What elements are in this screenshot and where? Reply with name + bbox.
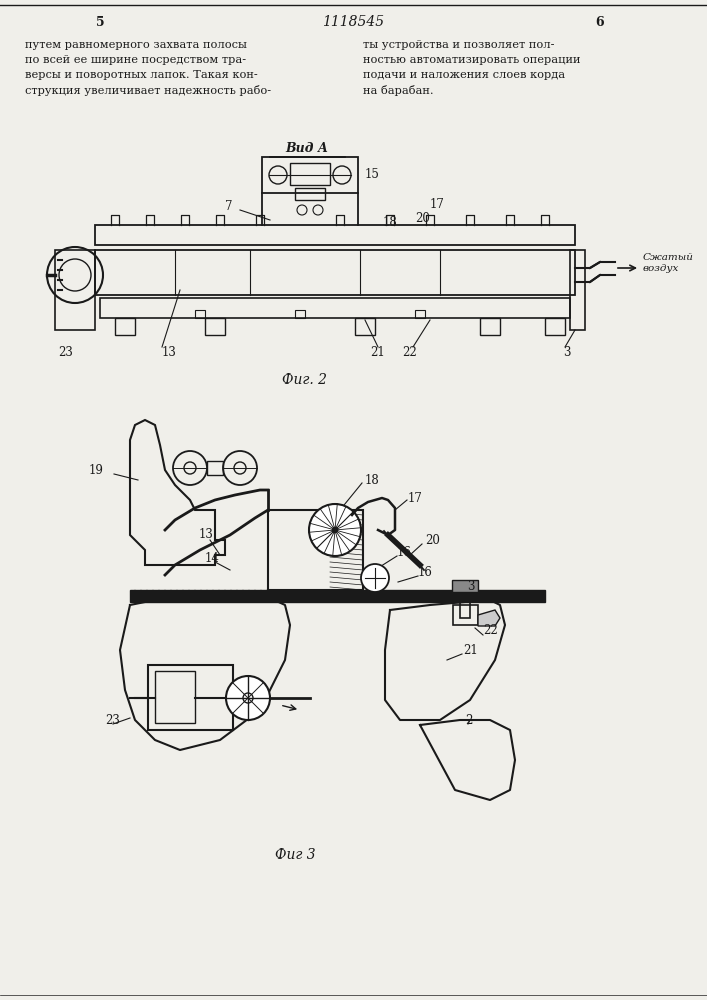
Bar: [195, 310, 205, 318]
Text: 17: 17: [430, 198, 445, 212]
Text: 13: 13: [162, 346, 177, 359]
Bar: [295, 310, 305, 318]
Text: струкция увеличивает надежность рабо-: струкция увеличивает надежность рабо-: [25, 85, 271, 96]
Text: 23: 23: [58, 346, 73, 359]
Text: 13: 13: [198, 528, 213, 542]
Bar: [145, 435, 215, 460]
Text: 19: 19: [88, 464, 103, 477]
Bar: [452, 580, 478, 592]
Text: Фиг. 2: Фиг. 2: [283, 373, 327, 387]
Bar: [415, 310, 425, 318]
Bar: [545, 318, 565, 335]
Text: 14: 14: [205, 552, 220, 564]
Bar: [480, 318, 500, 335]
Text: 20: 20: [415, 212, 430, 225]
Bar: [115, 318, 135, 335]
Text: подачи и наложения слоев корда: подачи и наложения слоев корда: [363, 70, 565, 80]
Bar: [155, 671, 195, 723]
Text: 21: 21: [370, 346, 385, 359]
Bar: [268, 510, 363, 590]
Polygon shape: [478, 610, 500, 626]
Text: 16: 16: [397, 546, 412, 558]
Text: на барабан.: на барабан.: [363, 85, 433, 96]
Text: Сжатый
воздух: Сжатый воздух: [643, 253, 694, 273]
Text: 1118545: 1118545: [322, 15, 385, 29]
Bar: [95, 250, 575, 295]
Text: ностью автоматизировать операции: ностью автоматизировать операции: [363, 55, 580, 65]
Text: путем равномерного захвата полосы: путем равномерного захвата полосы: [25, 40, 247, 50]
Bar: [95, 225, 575, 245]
Text: 5: 5: [95, 15, 105, 28]
Text: Вид А: Вид А: [286, 142, 329, 155]
Text: 22: 22: [483, 624, 498, 637]
Text: 21: 21: [463, 644, 478, 656]
Bar: [453, 605, 478, 625]
Bar: [207, 461, 223, 475]
Circle shape: [332, 527, 338, 533]
Text: 3: 3: [563, 346, 571, 359]
Text: 22: 22: [402, 346, 416, 359]
Text: Фиг 3: Фиг 3: [275, 848, 315, 862]
Bar: [100, 298, 570, 318]
Text: 18: 18: [365, 474, 380, 487]
Text: ты устройства и позволяет пол-: ты устройства и позволяет пол-: [363, 40, 554, 50]
Text: 18: 18: [383, 216, 398, 229]
Bar: [148, 665, 233, 730]
Bar: [130, 590, 545, 602]
Circle shape: [309, 504, 361, 556]
Text: 7: 7: [225, 200, 232, 214]
Text: по всей ее ширине посредством тра-: по всей ее ширине посредством тра-: [25, 55, 246, 65]
Text: 3: 3: [467, 580, 474, 592]
Text: версы и поворотных лапок. Такая кон-: версы и поворотных лапок. Такая кон-: [25, 70, 258, 80]
Text: 6: 6: [596, 15, 604, 28]
Bar: [460, 590, 470, 618]
Bar: [355, 318, 375, 335]
Text: 23: 23: [105, 714, 120, 726]
Bar: [295, 188, 325, 200]
Text: 15: 15: [365, 168, 380, 182]
Text: 16: 16: [418, 566, 433, 578]
Text: 20: 20: [425, 534, 440, 546]
Circle shape: [361, 564, 389, 592]
Bar: [290, 163, 330, 185]
Bar: [205, 318, 225, 335]
Text: 17: 17: [408, 491, 423, 504]
Bar: [570, 250, 585, 330]
Bar: [55, 250, 95, 330]
Bar: [262, 157, 358, 193]
Text: 2: 2: [465, 714, 472, 726]
Circle shape: [226, 676, 270, 720]
